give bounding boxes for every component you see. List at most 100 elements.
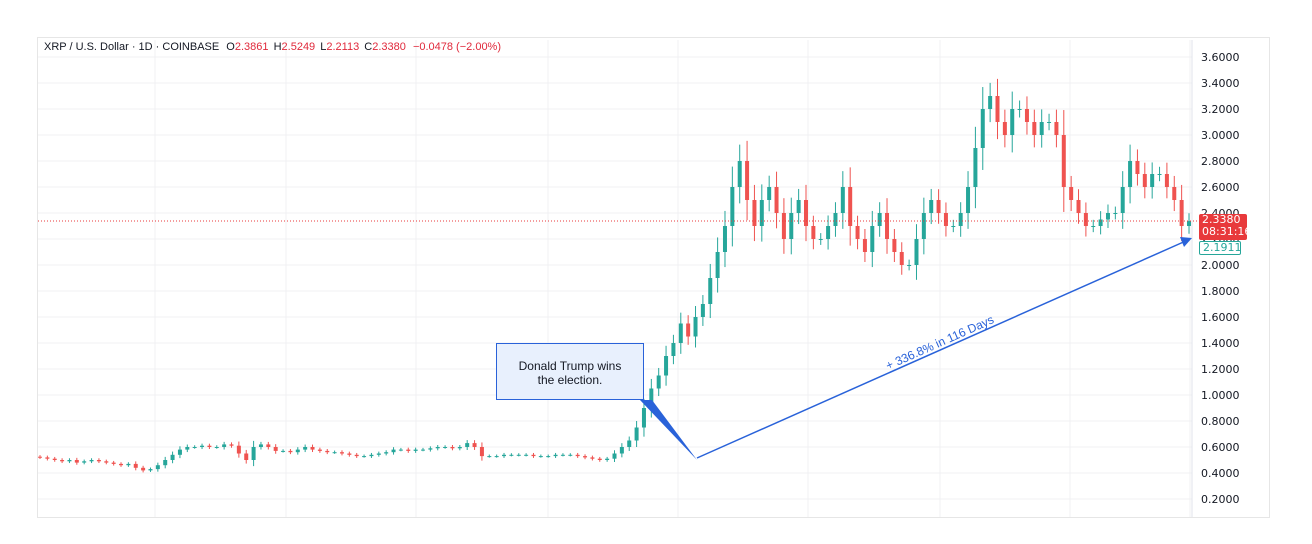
candle-body [509, 454, 514, 456]
callout-line-2: the election. [537, 373, 603, 387]
candle-body [1187, 221, 1191, 226]
candle-body [1098, 219, 1103, 226]
candle-body [612, 453, 617, 459]
election-callout[interactable]: Donald Trump wins the election. [496, 343, 644, 400]
candle-body [413, 449, 418, 451]
candle-body [295, 449, 300, 453]
candle-body [516, 454, 521, 456]
candle-body [1105, 213, 1110, 220]
candle-body [752, 200, 757, 226]
candle-body [966, 187, 971, 213]
candle-body [67, 460, 72, 462]
candle-body [1179, 200, 1184, 226]
y-tick-label: 3.0000 [1201, 129, 1240, 142]
candle-body [141, 467, 146, 471]
y-tick-label: 0.8000 [1201, 415, 1240, 428]
candle-body [339, 452, 344, 454]
candle-body [693, 317, 698, 337]
candle-body [715, 252, 720, 278]
marker-price-badge: 2.1911 [1199, 241, 1242, 255]
y-tick-label: 3.4000 [1201, 77, 1240, 90]
y-tick-label: 0.2000 [1201, 493, 1240, 506]
candle-body [369, 454, 374, 457]
candle-body [1157, 174, 1162, 175]
candle-body [796, 200, 801, 213]
candle-body [722, 226, 727, 252]
candle-body [664, 356, 669, 376]
candle-body [266, 444, 271, 447]
candle-body [362, 456, 367, 458]
candle-body [781, 213, 786, 239]
candle-body [148, 469, 153, 471]
symbol-title[interactable]: XRP / U.S. Dollar · 1D · COINBASE [44, 41, 220, 53]
candle-body [155, 465, 160, 470]
y-tick-label: 3.2000 [1201, 103, 1240, 116]
callout-line-1: Donald Trump wins [518, 359, 622, 373]
candle-body [45, 457, 50, 459]
candle-body [288, 450, 293, 453]
candle-body [1164, 174, 1169, 187]
candle-body [914, 239, 919, 265]
candle-body [826, 226, 831, 239]
candle-body [737, 161, 742, 187]
candle-body [244, 453, 249, 460]
candle-body [391, 449, 396, 453]
candle-body [1017, 109, 1022, 110]
candle-body [597, 458, 602, 460]
candle-body [885, 213, 890, 239]
y-tick-label: 0.4000 [1201, 467, 1240, 480]
candle-body [281, 450, 286, 452]
candle-body [214, 447, 219, 448]
candle-body [38, 456, 42, 458]
candle-body [980, 109, 985, 148]
candle-body [494, 456, 499, 458]
candle-body [877, 213, 882, 226]
candle-body [1135, 161, 1140, 174]
last-price: 2.3380 [1202, 213, 1241, 226]
candle-body [104, 461, 109, 463]
candle-body [1069, 187, 1074, 200]
candle-body [627, 440, 632, 447]
candle-body [929, 200, 934, 213]
y-tick-label: 1.2000 [1201, 363, 1240, 376]
candle-body [789, 213, 794, 239]
candle-body [421, 449, 425, 451]
candle-body [1091, 226, 1096, 227]
trend-line [696, 239, 1189, 459]
candle-body [251, 447, 256, 460]
candle-body [531, 454, 536, 457]
candle-body [538, 456, 543, 458]
candle-body [958, 213, 963, 226]
candle-body [708, 278, 713, 304]
candle-body [332, 452, 337, 454]
candle-body [1024, 109, 1029, 122]
candle-body [465, 443, 470, 447]
candle-body [1054, 122, 1059, 135]
candle-body [700, 304, 705, 317]
callout-pointer [640, 400, 697, 460]
candle-body [973, 148, 978, 187]
candle-body [177, 449, 182, 455]
candle-body [1039, 122, 1044, 135]
candle-body [111, 462, 116, 464]
candle-body [656, 375, 661, 389]
candle-body [524, 454, 529, 456]
candle-body [133, 463, 138, 468]
candle-body [1172, 187, 1177, 200]
candle-body [74, 460, 79, 463]
high-value: 2.5249 [281, 41, 316, 53]
high-label: H [273, 41, 282, 53]
candle-body [907, 265, 912, 266]
candle-body [560, 454, 565, 456]
close-value: 2.3380 [372, 41, 406, 53]
candle-body [60, 460, 65, 462]
candle-body [943, 213, 948, 226]
candle-body [384, 452, 389, 454]
candle-body [303, 447, 308, 450]
candle-body [759, 200, 764, 226]
open-label: O [226, 41, 235, 53]
candle-body [671, 343, 676, 356]
candle-body [479, 447, 484, 457]
candle-body [641, 408, 646, 428]
